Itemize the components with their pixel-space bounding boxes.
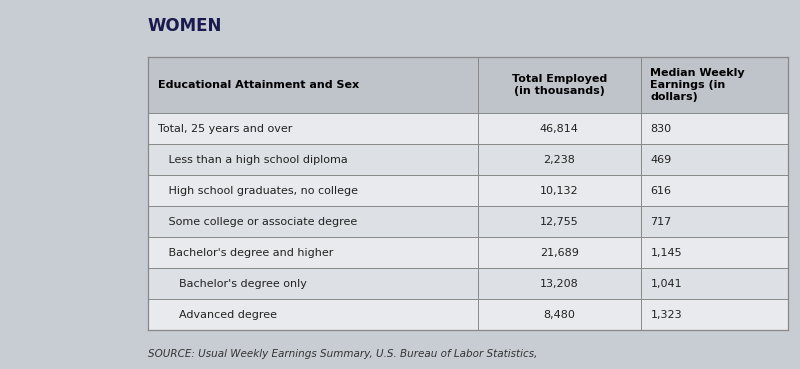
Text: 1,145: 1,145 xyxy=(650,248,682,258)
Text: 616: 616 xyxy=(650,186,671,196)
Text: 8,480: 8,480 xyxy=(543,310,575,320)
Text: Some college or associate degree: Some college or associate degree xyxy=(158,217,357,227)
Text: Total, 25 years and over: Total, 25 years and over xyxy=(158,124,292,134)
Text: 12,755: 12,755 xyxy=(540,217,578,227)
Text: Bachelor's degree only: Bachelor's degree only xyxy=(158,279,306,289)
Text: 21,689: 21,689 xyxy=(540,248,578,258)
Text: 1,041: 1,041 xyxy=(650,279,682,289)
Text: 13,208: 13,208 xyxy=(540,279,578,289)
Text: Median Weekly
Earnings (in
dollars): Median Weekly Earnings (in dollars) xyxy=(650,68,745,102)
Bar xyxy=(148,268,788,299)
Text: WOMEN: WOMEN xyxy=(148,17,222,35)
Bar xyxy=(148,299,788,330)
Text: 469: 469 xyxy=(650,155,672,165)
Text: 717: 717 xyxy=(650,217,672,227)
Text: Less than a high school diploma: Less than a high school diploma xyxy=(158,155,347,165)
Text: SOURCE: Usual Weekly Earnings Summary, U.S. Bureau of Labor Statistics,: SOURCE: Usual Weekly Earnings Summary, U… xyxy=(148,349,538,359)
Bar xyxy=(148,237,788,268)
Bar xyxy=(148,57,788,113)
Bar xyxy=(148,206,788,237)
Bar xyxy=(148,175,788,206)
Text: 830: 830 xyxy=(650,124,671,134)
Text: Educational Attainment and Sex: Educational Attainment and Sex xyxy=(158,80,358,90)
Bar xyxy=(148,57,788,330)
Text: High school graduates, no college: High school graduates, no college xyxy=(158,186,358,196)
Text: 46,814: 46,814 xyxy=(540,124,578,134)
Text: 10,132: 10,132 xyxy=(540,186,578,196)
Text: Bachelor's degree and higher: Bachelor's degree and higher xyxy=(158,248,333,258)
Text: 1,323: 1,323 xyxy=(650,310,682,320)
Text: Advanced degree: Advanced degree xyxy=(158,310,277,320)
Text: 2,238: 2,238 xyxy=(543,155,575,165)
Bar xyxy=(148,113,788,144)
Bar xyxy=(148,144,788,175)
Text: Total Employed
(in thousands): Total Employed (in thousands) xyxy=(511,74,607,96)
